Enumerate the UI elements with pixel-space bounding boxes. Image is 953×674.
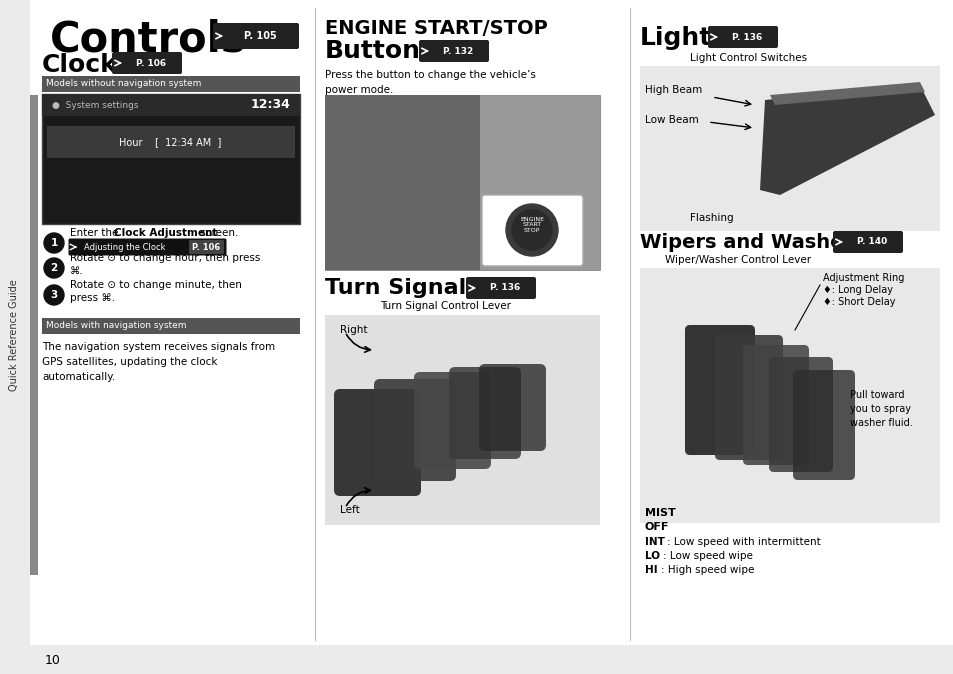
Bar	[639, 66, 939, 231]
Text: HI: HI	[644, 565, 657, 575]
Text: ⌘.: ⌘.	[70, 266, 84, 276]
FancyBboxPatch shape	[69, 239, 226, 255]
Text: Turn Signals: Turn Signals	[325, 278, 479, 298]
Bar	[42, 94, 299, 116]
FancyBboxPatch shape	[832, 231, 902, 253]
FancyBboxPatch shape	[449, 367, 520, 459]
Text: Pull toward
you to spray
washer fluid.: Pull toward you to spray washer fluid.	[849, 390, 912, 428]
FancyBboxPatch shape	[334, 389, 420, 496]
Bar	[325, 315, 599, 525]
FancyBboxPatch shape	[213, 23, 298, 49]
FancyBboxPatch shape	[414, 372, 491, 469]
Text: Rotate ⊙ to change minute, then: Rotate ⊙ to change minute, then	[70, 280, 242, 290]
Circle shape	[44, 233, 64, 253]
Bar	[42, 318, 299, 334]
Text: P. 106: P. 106	[192, 243, 220, 251]
Bar	[0, 645, 953, 674]
Text: Lights: Lights	[639, 26, 726, 50]
Text: P. 136: P. 136	[489, 284, 519, 293]
Circle shape	[512, 210, 552, 250]
Text: Turn Signal Control Lever: Turn Signal Control Lever	[379, 301, 511, 311]
FancyBboxPatch shape	[189, 240, 224, 254]
Polygon shape	[760, 85, 934, 195]
FancyBboxPatch shape	[374, 379, 456, 481]
Text: Enter the: Enter the	[70, 228, 121, 238]
Text: Quick Reference Guide: Quick Reference Guide	[9, 279, 19, 391]
Text: Controls: Controls	[50, 19, 247, 61]
Text: Wiper/Washer Control Lever: Wiper/Washer Control Lever	[664, 255, 810, 265]
Text: Flashing: Flashing	[689, 213, 733, 223]
Text: The navigation system receives signals from
GPS satellites, updating the clock
a: The navigation system receives signals f…	[42, 342, 274, 381]
FancyBboxPatch shape	[792, 370, 854, 480]
Text: ♦: Short Delay: ♦: Short Delay	[822, 297, 895, 307]
FancyBboxPatch shape	[684, 325, 754, 455]
Text: OFF: OFF	[644, 522, 669, 532]
FancyBboxPatch shape	[112, 52, 182, 74]
FancyBboxPatch shape	[481, 195, 582, 266]
Text: P. 132: P. 132	[442, 47, 473, 55]
Text: Hour    [  12:34 AM  ]: Hour [ 12:34 AM ]	[119, 137, 221, 147]
Text: Press the button to change the vehicle’s
power mode.: Press the button to change the vehicle’s…	[325, 70, 536, 95]
Bar	[47, 126, 294, 158]
Text: Adjustment Ring: Adjustment Ring	[822, 273, 903, 283]
Text: Models without navigation system: Models without navigation system	[46, 80, 201, 88]
Text: Adjusting the Clock: Adjusting the Clock	[84, 243, 165, 251]
Text: ENGINE START/STOP: ENGINE START/STOP	[325, 18, 547, 38]
Polygon shape	[769, 82, 924, 105]
Text: ENGINE
START
STOP: ENGINE START STOP	[519, 217, 543, 233]
Bar	[30, 95, 38, 575]
Text: MIST: MIST	[644, 508, 675, 518]
FancyBboxPatch shape	[478, 364, 545, 451]
Text: 1: 1	[51, 238, 57, 248]
Bar	[639, 268, 939, 523]
Text: Clock: Clock	[42, 53, 117, 77]
FancyBboxPatch shape	[768, 357, 832, 472]
Circle shape	[505, 204, 558, 256]
Text: Low Beam: Low Beam	[644, 115, 698, 125]
Text: Models with navigation system: Models with navigation system	[46, 321, 186, 330]
Text: Wipers and Washers: Wipers and Washers	[639, 233, 863, 251]
Text: P. 106: P. 106	[135, 59, 166, 67]
Text: P. 140: P. 140	[856, 237, 886, 247]
Bar	[42, 76, 299, 92]
Text: INT: INT	[644, 537, 664, 547]
Text: screen.: screen.	[196, 228, 238, 238]
FancyBboxPatch shape	[707, 26, 778, 48]
Text: : High speed wipe: : High speed wipe	[660, 565, 754, 575]
Text: Rotate ⊙ to change hour, then press: Rotate ⊙ to change hour, then press	[70, 253, 260, 263]
Text: LO: LO	[644, 551, 659, 561]
FancyBboxPatch shape	[418, 40, 489, 62]
FancyBboxPatch shape	[742, 345, 808, 465]
Bar	[325, 95, 599, 270]
Text: 3: 3	[51, 290, 57, 300]
Circle shape	[44, 258, 64, 278]
Text: Clock Adjustment: Clock Adjustment	[113, 228, 217, 238]
Bar	[325, 95, 479, 270]
Text: ●  System settings: ● System settings	[52, 100, 138, 109]
Text: High Beam: High Beam	[644, 85, 701, 95]
Text: Left: Left	[339, 505, 359, 515]
Bar	[42, 94, 299, 224]
Text: ♦: Long Delay: ♦: Long Delay	[822, 285, 892, 295]
FancyBboxPatch shape	[714, 335, 782, 460]
Text: Button*: Button*	[325, 39, 434, 63]
Circle shape	[44, 285, 64, 305]
Text: press ⌘.: press ⌘.	[70, 293, 115, 303]
Text: 12:34: 12:34	[250, 98, 290, 111]
Text: : Low speed wipe: : Low speed wipe	[662, 551, 752, 561]
Text: P. 136: P. 136	[731, 32, 761, 42]
Text: P. 105: P. 105	[243, 31, 276, 41]
Text: Right: Right	[339, 325, 367, 335]
Text: 10: 10	[45, 654, 61, 667]
Text: Light Control Switches: Light Control Switches	[689, 53, 806, 63]
Text: 2: 2	[51, 263, 57, 273]
FancyBboxPatch shape	[465, 277, 536, 299]
Text: : Low speed with intermittent: : Low speed with intermittent	[666, 537, 820, 547]
